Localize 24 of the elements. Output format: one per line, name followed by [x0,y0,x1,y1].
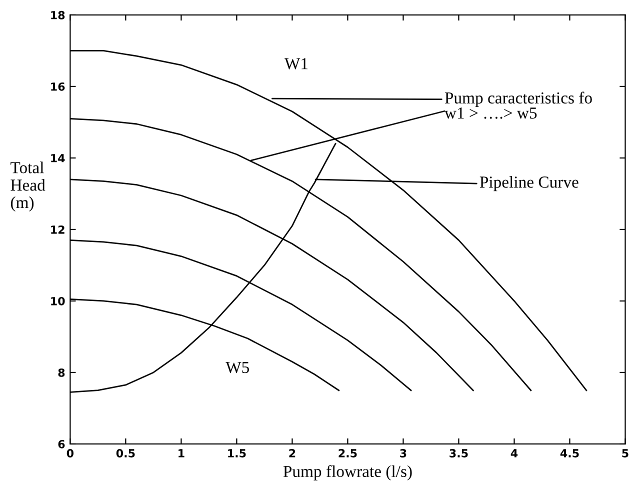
annotation: Pump caracteristics fo w1 > ….> w5 [444,92,592,119]
x-tick-label: 1 [178,449,184,458]
y-tick-label: 12 [51,225,64,234]
x-tick-label: 3.5 [450,449,468,458]
x-tick-label: 3 [400,449,406,458]
y-tick-label: 14 [51,154,65,162]
x-tick-label: 1.5 [228,449,246,458]
y-axis-title: Total Head (m) [10,162,46,212]
x-tick-label: 5 [622,449,628,458]
y-tick-label: 18 [51,10,65,20]
x-tick-label: 4 [510,449,518,458]
y-tick-label: 10 [51,296,65,306]
y-tick-label: 8 [58,368,65,377]
x-axis-title: Pump flowrate (l/s) [283,465,412,480]
x-tick-label: 0 [66,449,74,458]
x-tick-label: 0.5 [116,449,135,458]
annotation: W1 [284,58,308,70]
x-tick-label: 4.5 [560,449,579,458]
y-tick-label: 16 [51,82,65,91]
y-tick-label: 6 [58,440,65,448]
annotation: W5 [226,362,250,374]
annotation: Pipeline Curve [480,176,578,192]
x-tick-label: 2.5 [338,449,357,458]
x-tick-label: 2 [289,449,296,458]
